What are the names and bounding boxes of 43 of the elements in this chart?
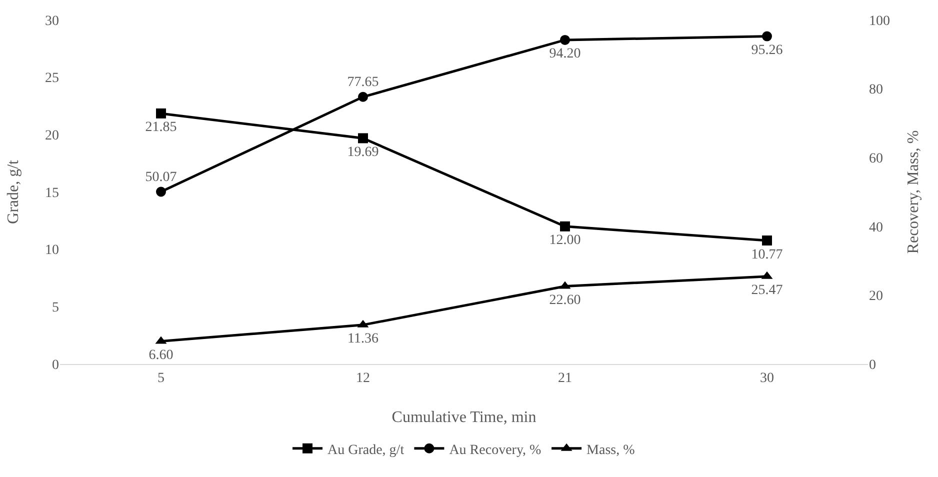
point [358, 133, 368, 144]
y-tick-label: 10 [45, 243, 59, 258]
y-tick-label: 15 [45, 186, 59, 201]
legend-label: Mass, % [586, 442, 636, 458]
point [156, 186, 166, 197]
data-label: 50.07 [145, 170, 177, 186]
y-axis-title: Grade, g/t [5, 159, 22, 224]
point [762, 236, 772, 246]
data-label: 21.85 [145, 120, 177, 136]
x-tick-label: 30 [760, 370, 774, 386]
y2-tick-label: 40 [869, 220, 883, 236]
y-tick-label: 30 [45, 14, 59, 29]
x-axis-title: Cumulative Time, min [392, 409, 536, 426]
data-label: 77.65 [347, 75, 379, 90]
y2-tick-label: 100 [869, 14, 890, 29]
legend-label: Au Recovery, % [449, 442, 542, 458]
y2-tick-label: 0 [869, 358, 876, 373]
legend-label: Au Grade, g/t [328, 442, 404, 458]
data-label: 10.77 [751, 247, 783, 262]
y-tick-label: 5 [52, 300, 59, 316]
x-tick-label: 12 [356, 370, 370, 386]
data-label: 94.20 [549, 46, 581, 62]
y2-tick-label: 80 [869, 82, 883, 98]
point [560, 221, 570, 232]
x-tick-label: 5 [158, 370, 164, 386]
point [156, 108, 166, 118]
data-label: 22.60 [549, 293, 581, 308]
data-label: 12.00 [549, 233, 581, 248]
x-tick-label: 21 [558, 370, 572, 386]
y2-tick-label: 20 [869, 289, 883, 304]
y-tick-label: 25 [45, 71, 59, 86]
data-label: 11.36 [348, 332, 378, 347]
data-label: 19.69 [347, 144, 379, 160]
y-tick-label: 20 [45, 128, 59, 144]
y-tick-label: 0 [52, 358, 59, 373]
point [762, 31, 772, 42]
point [560, 34, 570, 45]
data-label: 95.26 [751, 43, 783, 58]
point [358, 92, 368, 102]
data-label: 6.60 [148, 348, 174, 364]
y2-tick-label: 60 [869, 152, 883, 166]
data-label: 25.47 [751, 283, 783, 298]
y2-axis-title: Recovery, Mass, % [905, 130, 922, 254]
